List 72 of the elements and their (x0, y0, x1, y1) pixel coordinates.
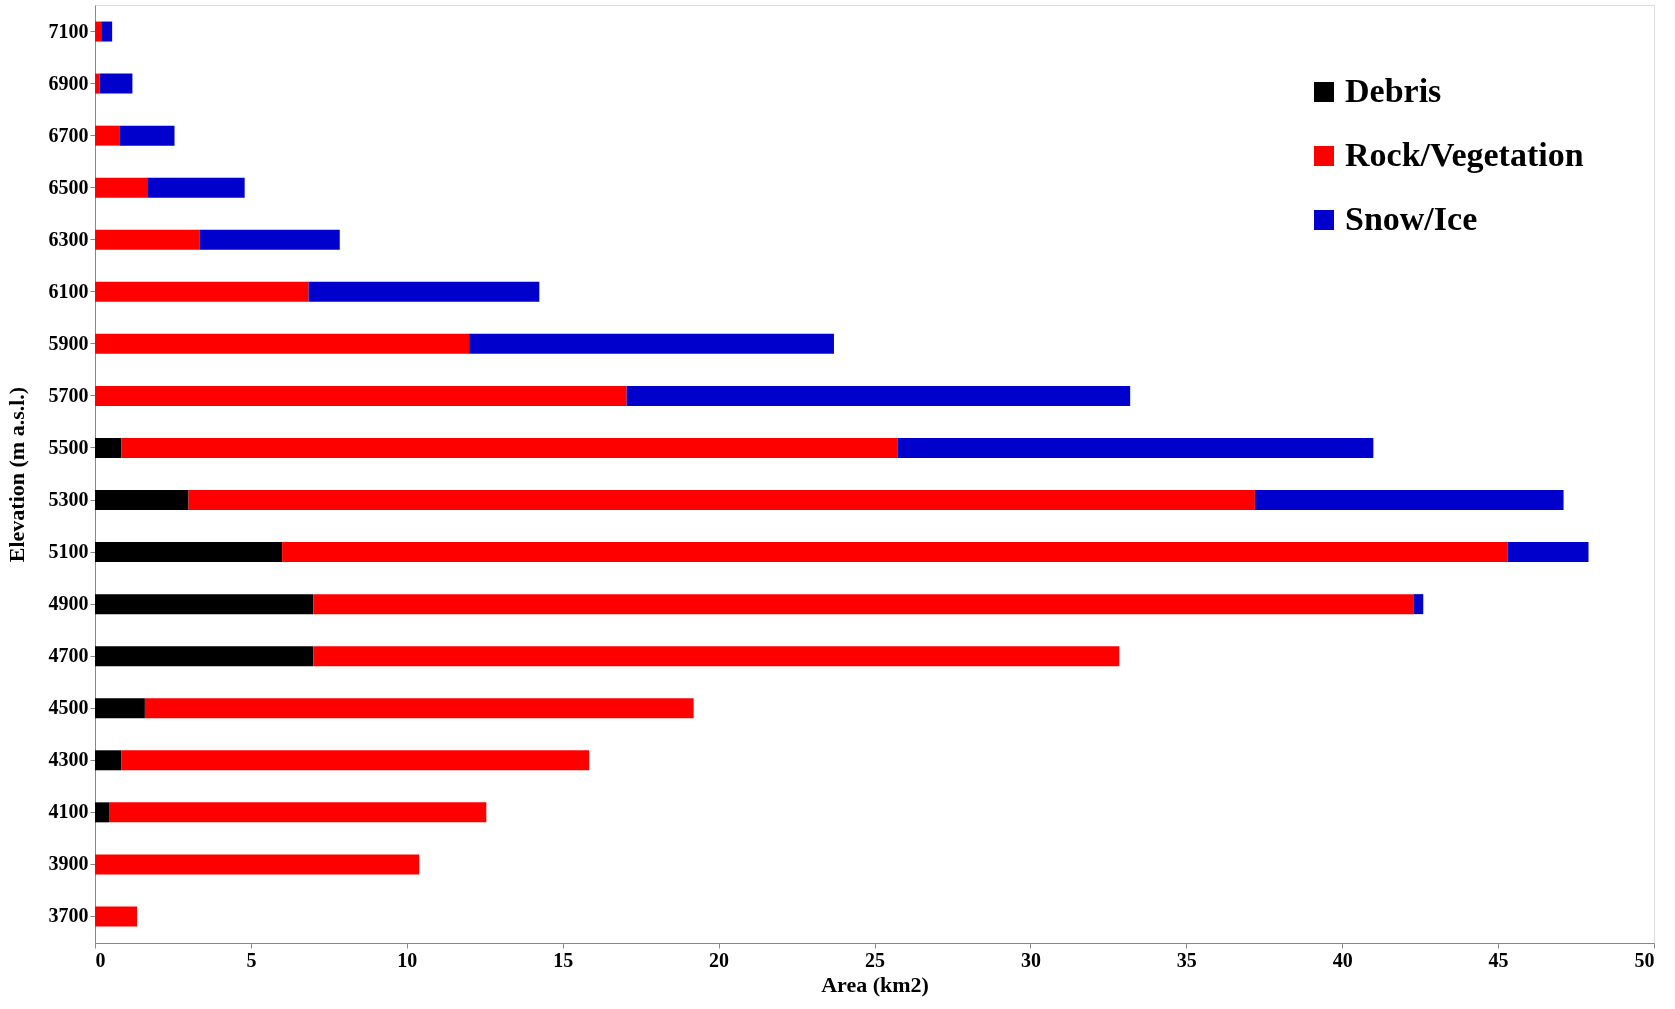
bar (95, 750, 122, 771)
x-tick-label: 50 (1634, 948, 1655, 971)
bar (1413, 594, 1424, 615)
y-tick-label: 5900 (48, 331, 89, 354)
bar (95, 490, 189, 511)
legend-label: Rock/Vegetation (1345, 136, 1584, 173)
y-tick-label: 7100 (48, 19, 89, 42)
bar (282, 542, 1508, 563)
bar (95, 698, 145, 719)
bar (144, 698, 694, 719)
bar (95, 646, 314, 667)
x-tick-label: 25 (865, 948, 885, 971)
x-tick-label: 20 (709, 948, 730, 971)
bar (95, 333, 470, 354)
bar (99, 73, 133, 94)
bar (199, 229, 340, 250)
bar (95, 854, 420, 875)
y-tick-label: 3700 (48, 904, 89, 927)
x-tick-label: 30 (1020, 948, 1041, 971)
x-axis-title: Area (km2) (821, 971, 929, 997)
bar (1507, 542, 1589, 563)
y-tick-label: 5700 (48, 383, 89, 406)
bar (897, 437, 1374, 458)
y-tick-label: 4300 (48, 748, 89, 771)
y-tick-label: 6500 (48, 175, 89, 198)
bar (95, 542, 283, 563)
y-tick-label: 5100 (48, 540, 89, 563)
y-tick-label: 4700 (48, 644, 89, 667)
bar (469, 333, 834, 354)
y-axis-title: Elevation (m a.s.l.) (3, 386, 29, 563)
bar (1254, 490, 1564, 511)
x-tick-label: 40 (1332, 948, 1353, 971)
x-tick-label: 0 (95, 948, 106, 971)
bar (95, 437, 122, 458)
bar (308, 281, 540, 302)
x-tick-label: 45 (1488, 948, 1509, 971)
y-tick-label: 6100 (48, 279, 89, 302)
bar (95, 73, 100, 94)
y-tick-label: 6300 (48, 227, 89, 250)
bar (95, 906, 138, 927)
y-tick-label: 4100 (48, 800, 89, 823)
y-tick-label: 5300 (48, 488, 89, 511)
y-tick-label: 3900 (48, 852, 89, 875)
bar (101, 21, 113, 42)
y-tick-label: 4900 (48, 592, 89, 615)
bar (95, 385, 627, 406)
bar (313, 646, 1120, 667)
x-tick-label: 15 (553, 948, 574, 971)
bar (95, 281, 309, 302)
bar (148, 177, 245, 198)
y-tick-label: 6900 (48, 71, 89, 94)
y-tick-label: 4500 (48, 696, 89, 719)
bar (121, 750, 590, 771)
bar (95, 229, 200, 250)
bar (188, 490, 1255, 511)
bar (119, 125, 175, 146)
x-tick-label: 35 (1176, 948, 1197, 971)
y-tick-label: 6700 (48, 123, 89, 146)
bar (109, 802, 487, 823)
x-tick-label: 5 (246, 948, 257, 971)
bar (95, 594, 314, 615)
y-tick-label: 5500 (48, 435, 89, 458)
legend-label: Debris (1345, 72, 1442, 109)
legend-label: Snow/Ice (1345, 200, 1478, 237)
bar (95, 177, 149, 198)
bar (95, 802, 110, 823)
bar (95, 125, 120, 146)
bar (626, 385, 1131, 406)
x-tick-label: 10 (397, 948, 418, 971)
bar (313, 594, 1414, 615)
bar (121, 437, 898, 458)
bar (95, 21, 102, 42)
